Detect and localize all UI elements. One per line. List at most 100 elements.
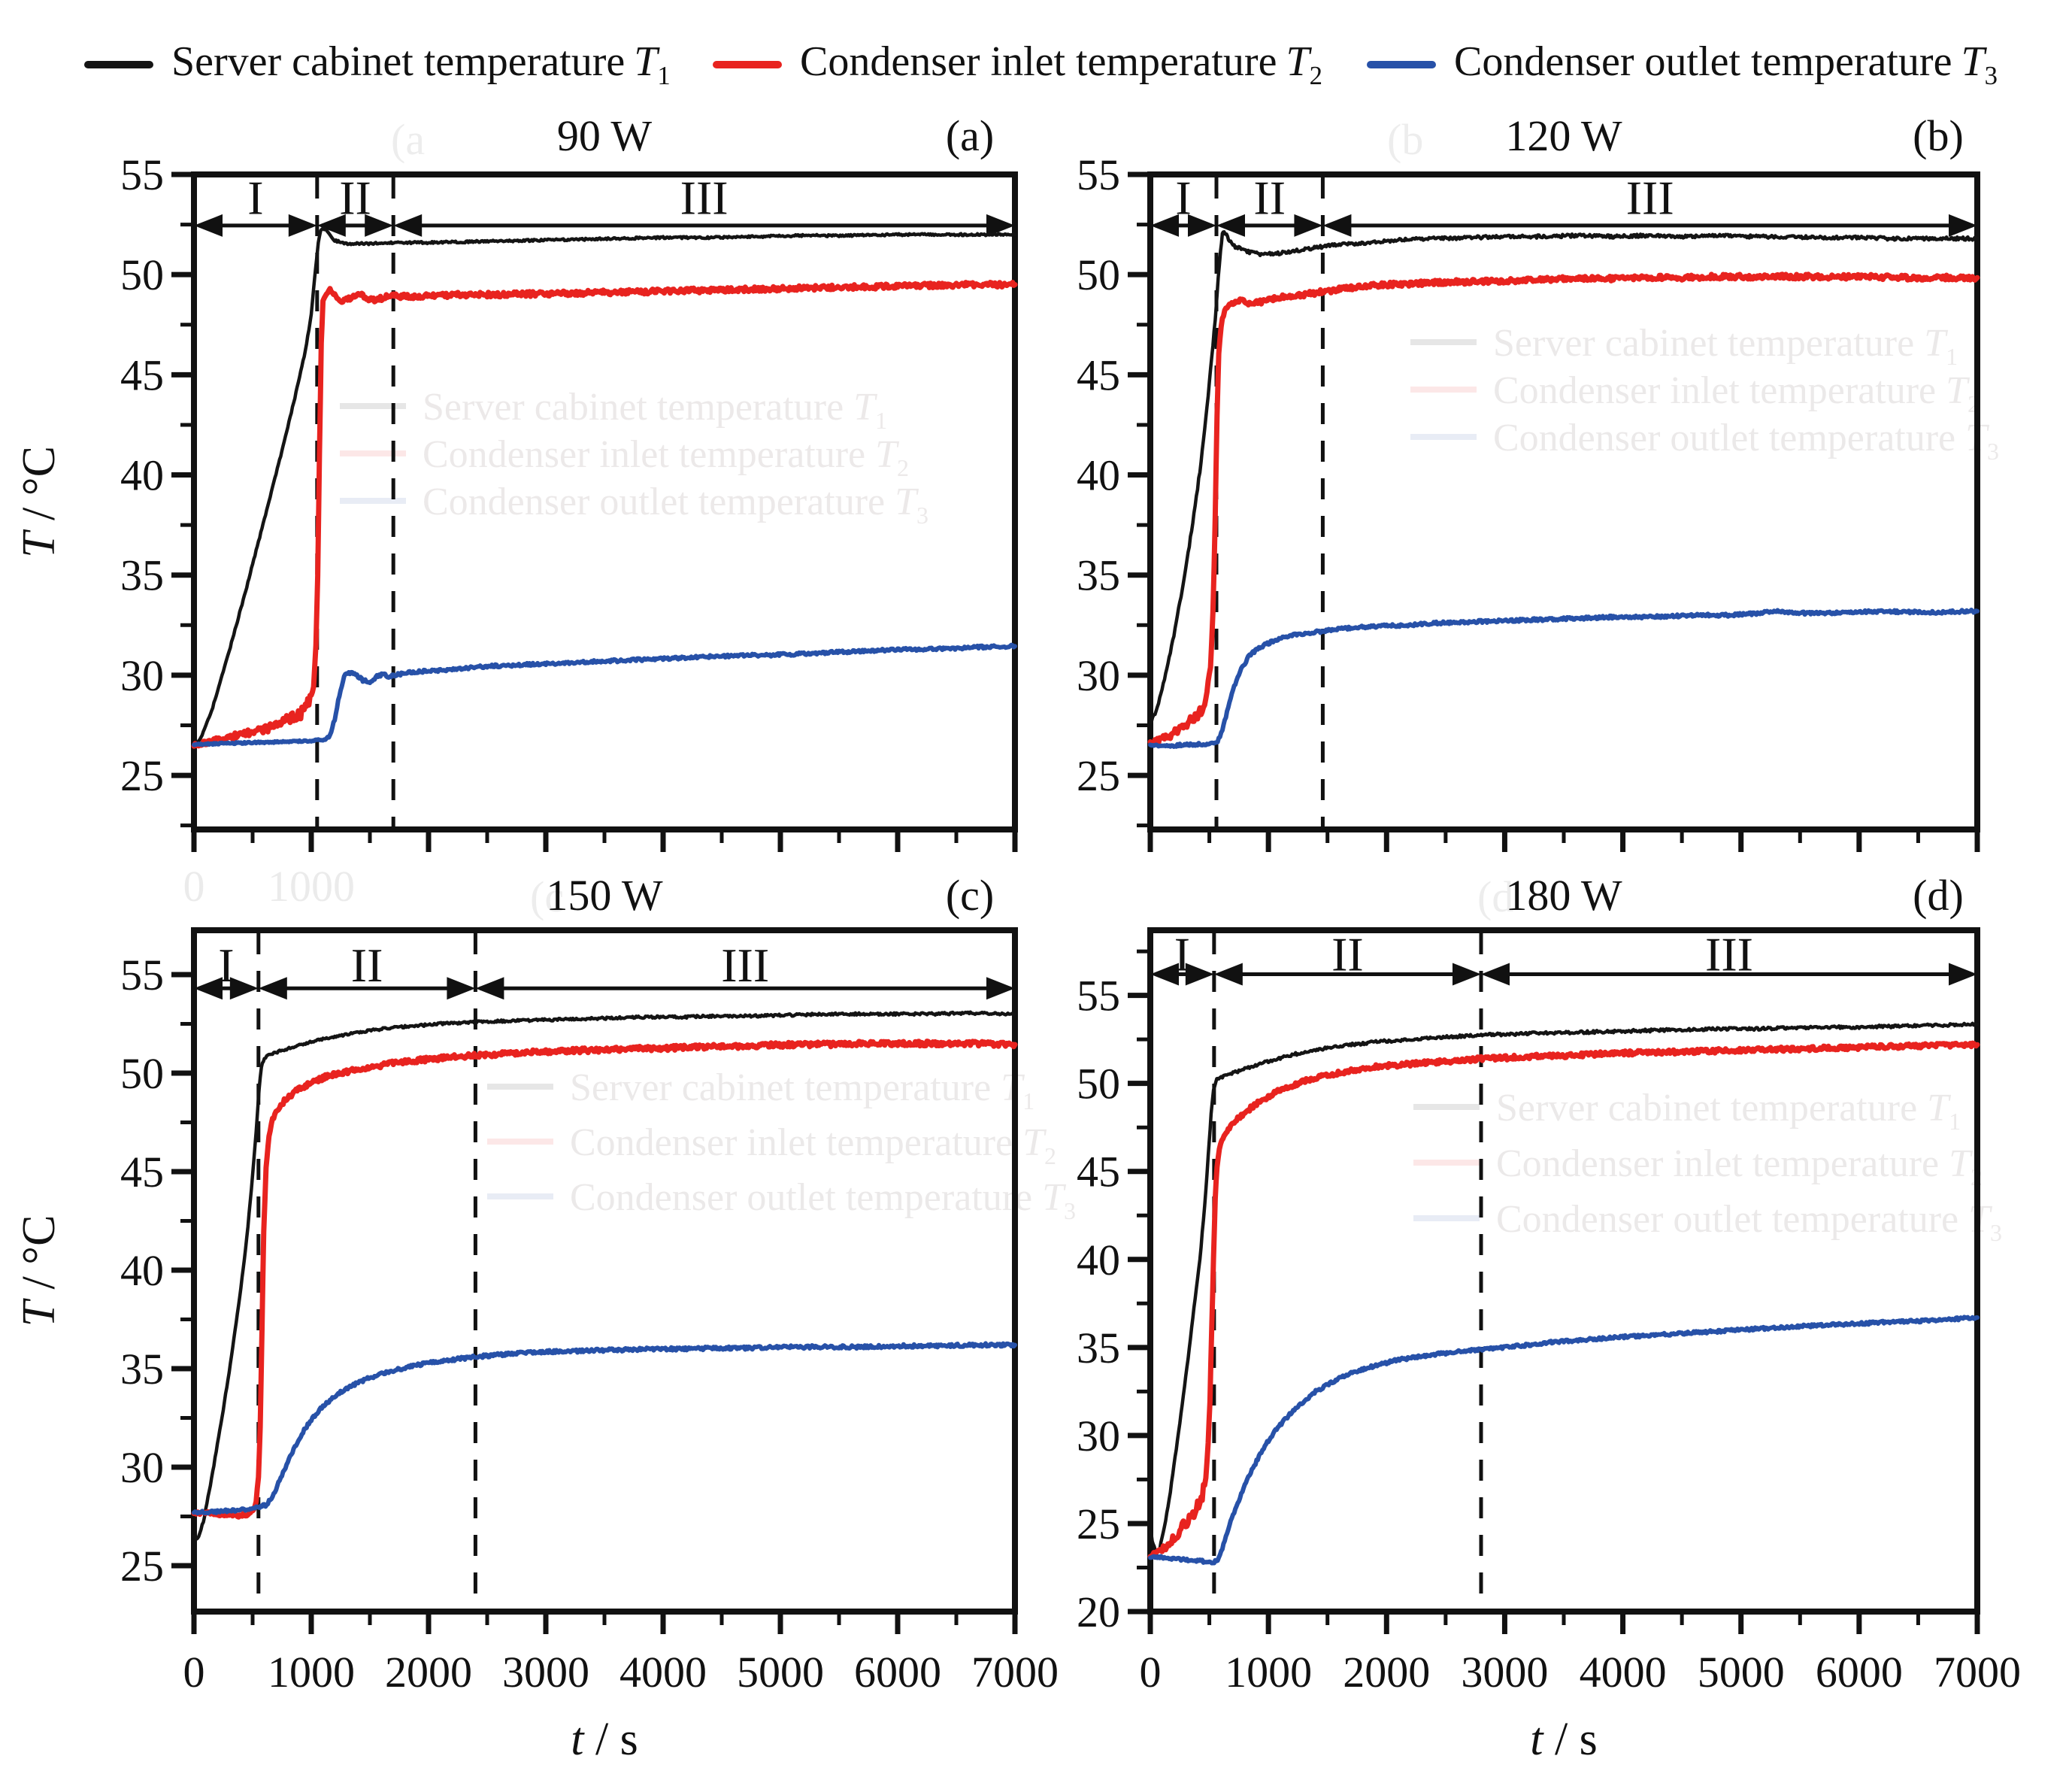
y-tick-label: 25 — [120, 1542, 164, 1591]
arrow-right-head-icon — [365, 214, 394, 237]
x-axis: 0 1000 2000 3000 4000 5000 6000 7000 — [183, 1612, 1059, 1697]
series-line-t2 — [1147, 1040, 1980, 1560]
arrow-left-head-icon — [194, 214, 223, 237]
ghost-x-tick-label: 0 — [183, 862, 205, 911]
x-tick-label: 3000 — [502, 1648, 589, 1697]
phase-label: III — [721, 939, 769, 992]
arrow-right-head-icon — [1188, 214, 1216, 237]
y-tick-label: 55 — [1077, 150, 1120, 199]
phase-label: III — [1705, 928, 1753, 981]
y-tick-label: 40 — [120, 451, 164, 500]
panel-c: Server cabinet temperature T1 Condenser i… — [14, 871, 1076, 1765]
phase-label: I — [1174, 928, 1190, 981]
panel-title: 90 W — [557, 111, 652, 160]
phase-extent-arrow — [1216, 214, 1323, 237]
y-axis-title: T / °C — [14, 1215, 65, 1327]
legend-label-t2: Condenser inlet temperature T2 — [800, 38, 1322, 91]
series-line-t2 — [191, 1039, 1018, 1520]
x-tick-label: 7000 — [1934, 1648, 2021, 1697]
series-line-t1 — [192, 226, 1017, 750]
y-tick-label: 40 — [1077, 1236, 1120, 1284]
legend-line-swatch-t3-icon — [1367, 61, 1436, 68]
series-line-t1 — [192, 1010, 1017, 1541]
panel-d-ghost-artifacts: Server cabinet temperature T1 Condenser i… — [1413, 872, 2002, 1246]
y-tick-label: 45 — [120, 1148, 164, 1196]
panel-tag: (b) — [1913, 111, 1964, 160]
figure-legend: Server cabinet temperature T1 Condenser i… — [0, 33, 2072, 96]
x-tick-label: 5000 — [1698, 1648, 1785, 1697]
y-tick-label: 55 — [1077, 972, 1120, 1020]
y-tick-label: 50 — [120, 1049, 164, 1098]
x-tick-label: 0 — [183, 1648, 205, 1697]
y-tick-label: 30 — [120, 1443, 164, 1492]
ghost-legend-label: Server cabinet temperature T1 — [570, 1066, 1034, 1114]
y-tick-label: 55 — [120, 951, 164, 999]
phase-label: I — [218, 939, 234, 992]
arrow-right-head-icon — [447, 977, 476, 1000]
phase-extent-arrow — [317, 214, 394, 237]
y-tick-label: 25 — [1077, 1500, 1120, 1548]
axes-box — [191, 927, 1018, 1615]
ghost-panel-tag: (c — [530, 872, 564, 921]
ghost-legend-label: Condenser inlet temperature T2 — [1493, 369, 1980, 417]
series-line-t3 — [1148, 608, 1980, 749]
ghost-legend-label: Condenser inlet temperature T2 — [423, 433, 909, 481]
panel-title: 150 W — [546, 871, 662, 920]
ghost-x-tick-label: 1000 — [268, 862, 355, 911]
phase-extent-arrow — [194, 214, 317, 237]
phase-label: III — [1626, 171, 1674, 225]
arrow-right-head-icon — [229, 977, 259, 1000]
x-tick-label: 0 — [1140, 1648, 1162, 1697]
phase-label: II — [351, 939, 383, 992]
arrow-right-head-icon — [1453, 963, 1481, 986]
y-tick-label: 30 — [1077, 651, 1120, 700]
ghost-legend-label: Condenser outlet temperature T3 — [423, 481, 928, 529]
x-tick-label: 3000 — [1461, 1648, 1548, 1697]
arrow-left-head-icon — [1213, 963, 1243, 986]
x-tick-label: 2000 — [385, 1648, 472, 1697]
ghost-panel-tag: (d — [1477, 872, 1513, 921]
legend-item-condenser-inlet-t2: Condenser inlet temperature T2 — [713, 33, 1322, 96]
legend-item-condenser-outlet-t3: Condenser outlet temperature T3 — [1367, 33, 1998, 96]
x-tick-label: 1000 — [1225, 1648, 1312, 1697]
arrow-left-head-icon — [475, 977, 504, 1000]
ghost-legend-label: Condenser inlet temperature T2 — [1496, 1142, 1983, 1190]
axes-box — [1147, 171, 1980, 832]
ghost-legend-label: Condenser inlet temperature T2 — [570, 1121, 1056, 1169]
y-tick-label: 40 — [120, 1246, 164, 1295]
arrow-left-head-icon — [258, 977, 287, 1000]
arrow-right-head-icon — [1949, 214, 1977, 237]
ghost-panel-tag: (a — [391, 115, 425, 164]
arrow-right-head-icon — [986, 214, 1015, 237]
arrow-left-head-icon — [1216, 214, 1245, 237]
legend-item-server-cabinet-t1: Server cabinet temperature T1 — [84, 33, 671, 96]
panel-title: 180 W — [1505, 871, 1622, 920]
y-tick-label: 30 — [1077, 1412, 1120, 1460]
y-tick-label: 45 — [1077, 350, 1120, 399]
ghost-legend-label: Server cabinet temperature T1 — [423, 386, 887, 434]
phase-extent-arrow — [258, 977, 476, 1000]
series-line-t1 — [1148, 1021, 1980, 1557]
arrow-left-head-icon — [393, 214, 423, 237]
x-tick-label: 5000 — [737, 1648, 824, 1697]
phase-extent-arrow — [194, 977, 259, 1000]
x-axis-title: t / s — [571, 1714, 638, 1765]
legend-label-t3: Condenser outlet temperature T3 — [1454, 38, 1998, 91]
ghost-legend-label: Server cabinet temperature T1 — [1493, 322, 1958, 370]
phase-extent-arrow — [475, 977, 1015, 1000]
x-tick-label: 6000 — [1816, 1648, 1903, 1697]
panel-title: 120 W — [1505, 111, 1622, 160]
phase-extent-arrow — [1213, 963, 1481, 986]
phase-extent-arrow — [1481, 963, 1977, 986]
ghost-legend-label: Server cabinet temperature T1 — [1496, 1087, 1961, 1135]
x-axis-title: t / s — [1530, 1714, 1598, 1765]
phase-label: II — [339, 171, 371, 225]
x-tick-label: 7000 — [971, 1648, 1059, 1697]
arrow-left-head-icon — [1322, 214, 1352, 237]
